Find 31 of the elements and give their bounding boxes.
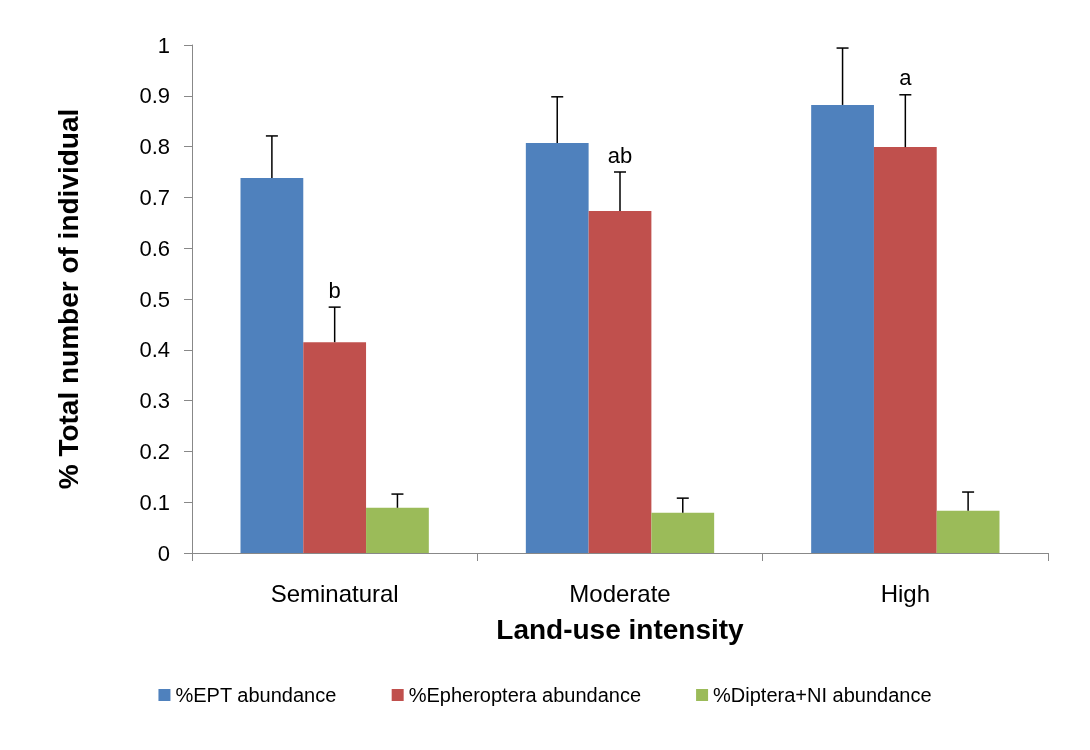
- y-tick-label: 0.5: [139, 286, 170, 312]
- y-tick-label: 1: [157, 32, 170, 58]
- legend-label: %Diptera+NI abundance: [713, 684, 932, 706]
- bar: [525, 143, 589, 553]
- y-tick-label: 0: [157, 540, 170, 566]
- annotation: ab: [607, 142, 633, 168]
- y-tick-label: 0.4: [139, 337, 170, 363]
- x-tick-label: High: [880, 579, 931, 607]
- bar: [588, 211, 652, 553]
- y-tick-label: 0.3: [139, 388, 170, 414]
- bar: [811, 104, 874, 553]
- y-tick-label: 0.2: [139, 438, 170, 464]
- legend-label: %Epheroptera abundance: [408, 684, 642, 706]
- bar: [651, 512, 715, 553]
- y-axis-title: % Total number of individual: [52, 108, 84, 490]
- y-tick-label: 0.8: [139, 134, 170, 160]
- x-tick-label: Moderate: [569, 579, 671, 607]
- bar: [873, 147, 937, 553]
- x-tick-label: Seminatural: [270, 579, 399, 607]
- annotation: b: [328, 277, 341, 303]
- y-tick-label: 0.9: [139, 83, 170, 109]
- bar: [366, 507, 429, 553]
- annotation: a: [899, 65, 913, 91]
- bar: [936, 510, 1000, 553]
- bar: [240, 178, 304, 553]
- bar: [303, 342, 367, 553]
- legend-label: %EPT abundance: [175, 684, 337, 706]
- x-axis-title: Land-use intensity: [496, 613, 745, 645]
- y-tick-label: 0.1: [139, 489, 170, 515]
- y-tick-label: 0.6: [139, 235, 170, 261]
- y-tick-label: 0.7: [139, 184, 170, 210]
